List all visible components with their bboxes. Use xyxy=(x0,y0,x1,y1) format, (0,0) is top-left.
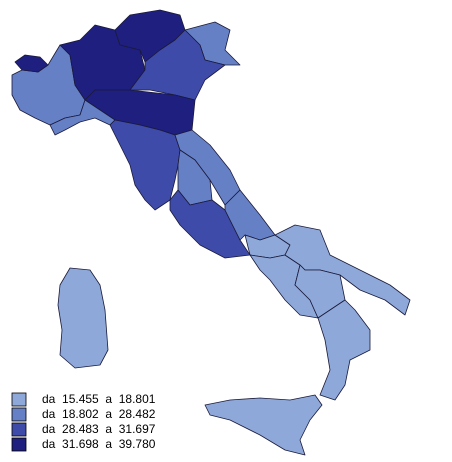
legend-swatch xyxy=(11,422,27,437)
legend-swatch xyxy=(11,392,27,407)
toscana xyxy=(109,119,181,211)
sardegna xyxy=(57,267,109,369)
valle-d-aosta xyxy=(14,54,49,73)
legend-swatch xyxy=(11,407,27,422)
legend-label: da 15.455 a 18.801 xyxy=(42,392,156,406)
legend-label: da 18.802 a 28.482 xyxy=(42,407,156,421)
legend-label: da 31.698 a 39.780 xyxy=(42,437,156,451)
calabria xyxy=(317,299,371,401)
regions xyxy=(11,9,411,456)
legend-swatch xyxy=(11,437,27,452)
legend-label: da 28.483 a 31.697 xyxy=(42,422,156,436)
sicilia xyxy=(204,394,323,456)
lazio xyxy=(169,189,251,259)
puglia xyxy=(274,224,411,316)
